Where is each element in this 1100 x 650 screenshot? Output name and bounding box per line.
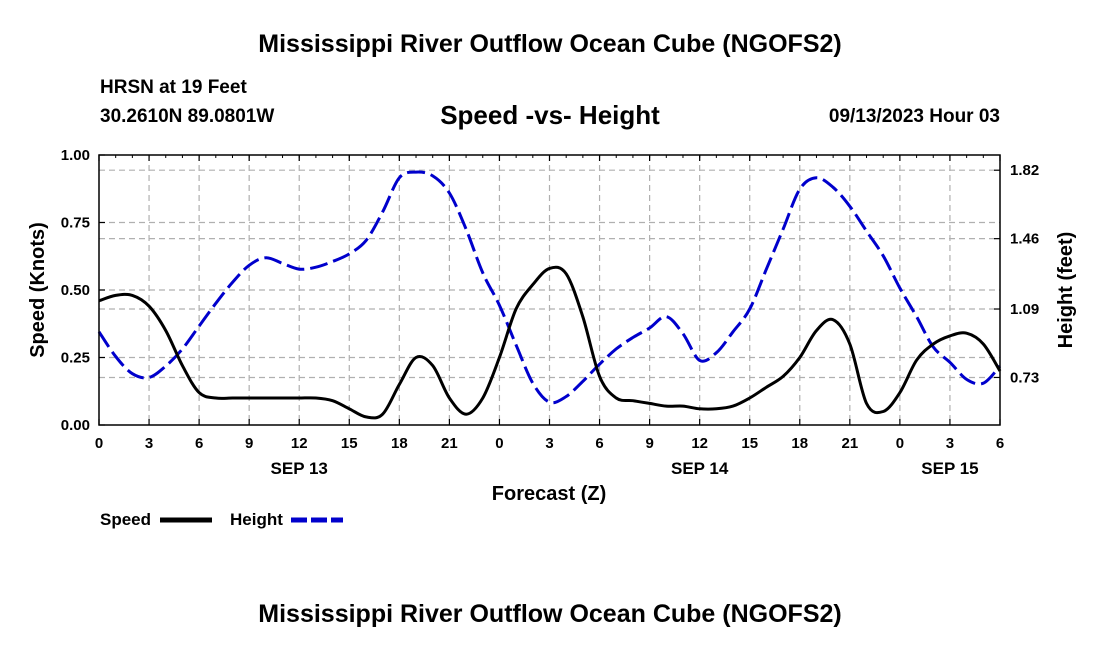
x-tick-label: 0 [896, 435, 904, 452]
x-tick-label: 21 [441, 435, 458, 452]
grid-lines [99, 155, 1000, 425]
y2-tick-label: 0.73 [1010, 369, 1039, 386]
forecast-datetime: 09/13/2023 Hour 03 [828, 106, 1000, 127]
station-label: HRSN at 19 Feet [100, 77, 247, 98]
y-tick-label: 0.75 [61, 215, 90, 232]
x-tick-label: 3 [946, 435, 954, 452]
x-tick-label: 18 [791, 435, 808, 452]
y2-tick-label: 1.09 [1010, 301, 1039, 318]
footer-title: Mississippi River Outflow Ocean Cube (NG… [258, 600, 842, 628]
x-tick-label: 18 [391, 435, 408, 452]
x-axis-label: Forecast (Z) [492, 483, 606, 505]
y2-tick-label: 1.82 [1010, 162, 1039, 179]
legend: Speed Height [100, 510, 343, 529]
x-tick-label: 12 [291, 435, 308, 452]
x-tick-label: 12 [691, 435, 708, 452]
main-title: Mississippi River Outflow Ocean Cube (NG… [258, 30, 842, 58]
series-line-speed [98, 265, 1002, 420]
x-tick-label: 9 [245, 435, 253, 452]
day-label: SEP 14 [671, 459, 729, 478]
legend-speed-label: Speed [100, 510, 151, 529]
y-tick-label: 0.25 [61, 350, 90, 367]
y2-tick-label: 1.46 [1010, 231, 1039, 248]
x-tick-label: 0 [95, 435, 103, 452]
legend-height-label: Height [230, 510, 283, 529]
day-label: SEP 15 [921, 459, 978, 478]
x-tick-label: 9 [645, 435, 653, 452]
x-tick-label: 15 [741, 435, 758, 452]
series-line-height [97, 170, 1002, 405]
x-tick-label: 6 [996, 435, 1004, 452]
x-tick-label: 3 [145, 435, 153, 452]
x-tick-label: 6 [195, 435, 203, 452]
y2-axis-label: Height (feet) [1055, 232, 1077, 349]
day-label: SEP 13 [271, 459, 328, 478]
x-tick-label: 21 [841, 435, 858, 452]
x-tick-label: 0 [495, 435, 503, 452]
x-tick-label: 3 [545, 435, 553, 452]
y-tick-label: 1.00 [61, 147, 90, 164]
y-axis-label: Speed (Knots) [27, 222, 49, 358]
axis-ticks: 0 3 6 9 12 15 18 21 0 3 6 9 12 15 18 21 0 3 6 SEP 13 SEP 14 S… [61, 147, 1039, 478]
coordinates-label: 30.2610N 89.0801W [100, 106, 275, 127]
x-tick-label: 6 [595, 435, 603, 452]
y-tick-label: 0.00 [61, 417, 90, 434]
series-layer [97, 170, 1002, 420]
x-tick-label: 15 [341, 435, 358, 452]
y-tick-label: 0.50 [61, 282, 90, 299]
chart-title: Speed -vs- Height [440, 100, 660, 130]
